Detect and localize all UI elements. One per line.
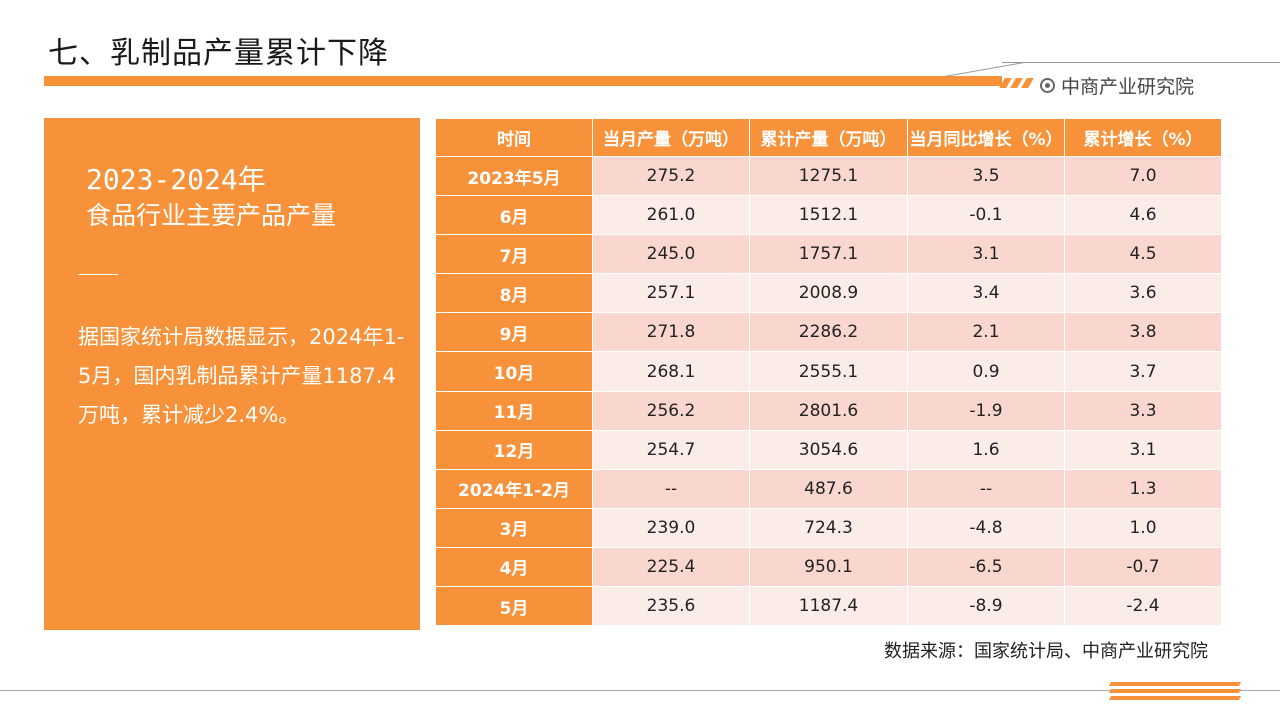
cell-monthly-output: 268.1 xyxy=(592,351,750,392)
cell-monthly-yoy: 2.1 xyxy=(907,312,1065,353)
brand: 中商产业研究院 xyxy=(1040,72,1194,99)
cell-time: 7月 xyxy=(435,234,593,275)
title-accent-bar xyxy=(44,76,1002,86)
cell-cumulative-output: 950.1 xyxy=(749,546,908,588)
cell-monthly-output: 239.0 xyxy=(592,507,750,548)
header-stripes xyxy=(999,78,1034,88)
cell-time: 3月 xyxy=(435,507,593,548)
cell-cumulative-output: 1757.1 xyxy=(749,234,908,275)
cell-time: 2024年1-2月 xyxy=(435,468,593,509)
brand-name: 中商产业研究院 xyxy=(1061,76,1195,98)
cell-monthly-output: -- xyxy=(592,468,750,509)
cell-cumulative-output: 487.6 xyxy=(749,468,908,509)
cell-cumulative-output: 2286.2 xyxy=(749,312,908,353)
cell-time: 9月 xyxy=(435,312,593,353)
panel-subtitle: 食品行业主要产品产量 xyxy=(86,201,337,230)
column-header-monthly-yoy: 当月同比增长（%） xyxy=(907,118,1065,157)
cell-monthly-yoy: -4.8 xyxy=(907,507,1065,548)
cell-cumulative-growth: 4.6 xyxy=(1064,195,1222,236)
table-row: 6月 261.0 1512.1 -0.1 4.6 xyxy=(435,195,1222,236)
cell-cumulative-output: 2801.6 xyxy=(749,390,908,431)
cell-cumulative-growth: 3.7 xyxy=(1064,351,1222,392)
production-table: 时间 当月产量（万吨） 累计产量（万吨） 当月同比增长（%） 累计增长（%） 2… xyxy=(435,118,1222,627)
cell-cumulative-output: 724.3 xyxy=(749,507,908,548)
cell-cumulative-growth: -0.7 xyxy=(1064,546,1222,588)
cell-monthly-yoy: -- xyxy=(907,468,1065,509)
brand-logo-icon xyxy=(1040,78,1055,93)
cell-monthly-yoy: -0.1 xyxy=(907,195,1065,236)
cell-monthly-output: 254.7 xyxy=(592,429,750,470)
header-divider-line xyxy=(1002,62,1280,63)
cell-cumulative-growth: 3.1 xyxy=(1064,429,1222,470)
table-row: 2024年1-2月 -- 487.6 -- 1.3 xyxy=(435,468,1222,509)
cell-cumulative-growth: 3.3 xyxy=(1064,390,1222,431)
cell-monthly-yoy: -1.9 xyxy=(907,390,1065,431)
cell-cumulative-growth: 3.6 xyxy=(1064,273,1222,314)
table-row: 12月 254.7 3054.6 1.6 3.1 xyxy=(435,429,1222,470)
page-title: 七、乳制品产量累计下降 xyxy=(48,36,389,71)
cell-time: 2023年5月 xyxy=(435,155,593,197)
table-row: 2023年5月 275.2 1275.1 3.5 7.0 xyxy=(435,155,1222,197)
column-header-cumulative-output: 累计产量（万吨） xyxy=(749,118,908,157)
cell-cumulative-growth: 3.8 xyxy=(1064,312,1222,353)
table-header-row: 时间 当月产量（万吨） 累计产量（万吨） 当月同比增长（%） 累计增长（%） xyxy=(435,118,1222,157)
cell-monthly-output: 261.0 xyxy=(592,195,750,236)
table-row: 4月 225.4 950.1 -6.5 -0.7 xyxy=(435,546,1222,588)
table-row: 9月 271.8 2286.2 2.1 3.8 xyxy=(435,312,1222,353)
cell-cumulative-growth: 1.0 xyxy=(1064,507,1222,548)
cell-time: 5月 xyxy=(435,586,593,627)
cell-monthly-output: 225.4 xyxy=(592,546,750,588)
cell-cumulative-output: 3054.6 xyxy=(749,429,908,470)
column-header-time: 时间 xyxy=(435,118,593,157)
header-divider-slant xyxy=(945,62,1025,77)
cell-monthly-yoy: 3.1 xyxy=(907,234,1065,275)
column-header-cumulative-growth: 累计增长（%） xyxy=(1064,118,1222,157)
column-header-monthly-output: 当月产量（万吨） xyxy=(592,118,750,157)
cell-cumulative-growth: 1.3 xyxy=(1064,468,1222,509)
panel-description: 据国家统计局数据显示，2024年1-5月，国内乳制品累计产量1187.4万吨，累… xyxy=(78,325,405,427)
footer-stripes xyxy=(1108,680,1242,700)
data-source: 数据来源：国家统计局、中商产业研究院 xyxy=(884,641,1208,662)
cell-monthly-yoy: -8.9 xyxy=(907,586,1065,627)
table-row: 11月 256.2 2801.6 -1.9 3.3 xyxy=(435,390,1222,431)
cell-cumulative-output: 2008.9 xyxy=(749,273,908,314)
cell-monthly-output: 235.6 xyxy=(592,586,750,627)
cell-cumulative-growth: 4.5 xyxy=(1064,234,1222,275)
cell-monthly-yoy: 1.6 xyxy=(907,429,1065,470)
cell-time: 6月 xyxy=(435,195,593,236)
cell-time: 4月 xyxy=(435,546,593,588)
cell-monthly-yoy: 3.5 xyxy=(907,155,1065,197)
cell-cumulative-output: 1512.1 xyxy=(749,195,908,236)
cell-monthly-yoy: 3.4 xyxy=(907,273,1065,314)
table-row: 10月 268.1 2555.1 0.9 3.7 xyxy=(435,351,1222,392)
cell-time: 8月 xyxy=(435,273,593,314)
panel-years: 2023-2024年 xyxy=(86,163,266,196)
cell-cumulative-growth: -2.4 xyxy=(1064,586,1222,627)
table-row: 5月 235.6 1187.4 -8.9 -2.4 xyxy=(435,586,1222,627)
cell-time: 10月 xyxy=(435,351,593,392)
cell-cumulative-output: 1187.4 xyxy=(749,586,908,627)
table-row: 3月 239.0 724.3 -4.8 1.0 xyxy=(435,507,1222,548)
table-row: 7月 245.0 1757.1 3.1 4.5 xyxy=(435,234,1222,275)
cell-monthly-yoy: 0.9 xyxy=(907,351,1065,392)
cell-monthly-yoy: -6.5 xyxy=(907,546,1065,588)
cell-monthly-output: 256.2 xyxy=(592,390,750,431)
cell-monthly-output: 275.2 xyxy=(592,155,750,197)
cell-monthly-output: 271.8 xyxy=(592,312,750,353)
cell-monthly-output: 245.0 xyxy=(592,234,750,275)
summary-panel: 2023-2024年 食品行业主要产品产量 据国家统计局数据显示，2024年1-… xyxy=(44,118,420,630)
cell-monthly-output: 257.1 xyxy=(592,273,750,314)
panel-divider xyxy=(78,274,118,275)
table-row: 8月 257.1 2008.9 3.4 3.6 xyxy=(435,273,1222,314)
cell-cumulative-growth: 7.0 xyxy=(1064,155,1222,197)
cell-time: 11月 xyxy=(435,390,593,431)
footer-line xyxy=(0,690,1280,691)
cell-cumulative-output: 1275.1 xyxy=(749,155,908,197)
cell-cumulative-output: 2555.1 xyxy=(749,351,908,392)
cell-time: 12月 xyxy=(435,429,593,470)
